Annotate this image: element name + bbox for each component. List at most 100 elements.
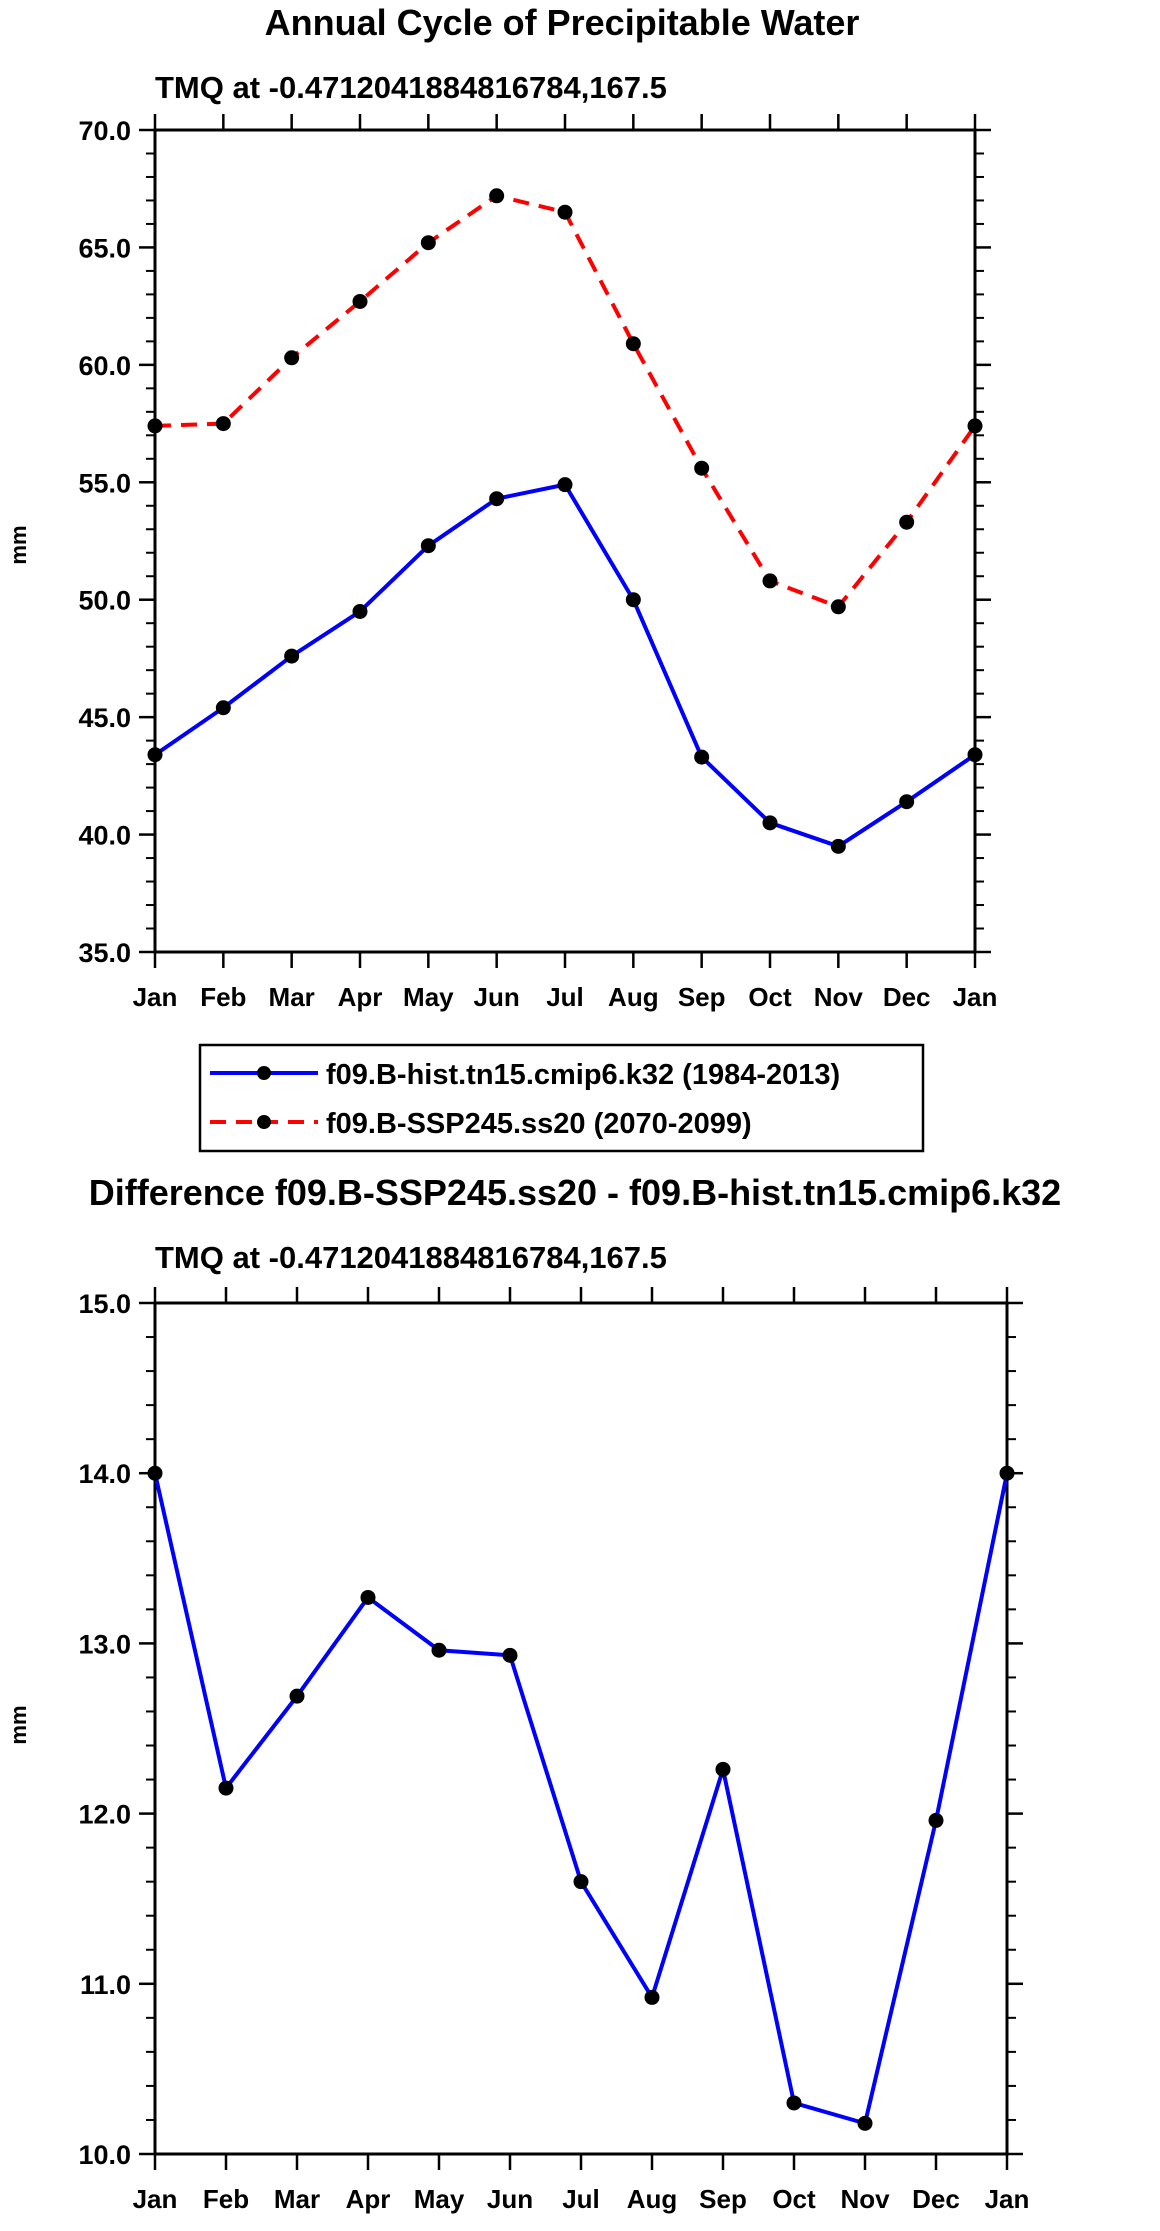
axis-ticks (139, 114, 991, 968)
x-tick-label: Feb (200, 982, 246, 1012)
y-tick-label: 15.0 (78, 1289, 131, 1319)
x-tick-label: Apr (338, 982, 383, 1012)
data-point (352, 603, 368, 619)
x-tick-label: Jan (985, 2184, 1030, 2214)
y-axis-label: mm (6, 1705, 31, 1744)
data-point (431, 1642, 447, 1658)
x-tick-label: Jun (487, 2184, 533, 2214)
data-point (899, 514, 915, 530)
legend-ssp-marker (257, 1115, 271, 1129)
data-point (147, 747, 163, 763)
x-tick-label: May (403, 982, 454, 1012)
data-point (625, 592, 641, 608)
data-point (489, 188, 505, 204)
x-tick-label: Mar (274, 2184, 320, 2214)
data-point (215, 416, 231, 432)
x-tick-label: Jul (562, 2184, 600, 2214)
data-point (830, 599, 846, 615)
x-tick-label: Feb (203, 2184, 249, 2214)
data-point (967, 418, 983, 434)
axis-ticks (139, 1287, 1023, 2170)
x-tick-label: Jan (953, 982, 998, 1012)
x-tick-labels: Jan Feb Mar Apr May Jun Jul Aug Sep Oct Nov Dec Jan (133, 982, 998, 1012)
y-tick-label: 60.0 (78, 351, 131, 381)
data-point (284, 648, 300, 664)
y-tick-label: 10.0 (78, 2140, 131, 2170)
data-point (715, 1761, 731, 1777)
x-tick-label: May (414, 2184, 465, 2214)
data-point (899, 794, 915, 810)
data-series (147, 188, 983, 854)
y-tick-label: 40.0 (78, 821, 131, 851)
plot-frame (153, 128, 977, 954)
difference-chart: Difference f09.B-SSP245.ss20 - f09.B-his… (6, 1172, 1061, 2214)
data-point (147, 418, 163, 434)
chart-title: Annual Cycle of Precipitable Water (265, 2, 860, 43)
data-point (557, 204, 573, 220)
x-tick-label: Jan (133, 982, 178, 1012)
legend-ssp-label: f09.B-SSP245.ss20 (2070-2099) (326, 1108, 752, 1140)
data-point (573, 1874, 589, 1890)
data-point (289, 1688, 305, 1704)
data-point (694, 460, 710, 476)
data-point (857, 2115, 873, 2131)
data-point (147, 1465, 163, 1481)
data-point (420, 235, 436, 251)
legend-hist-label: f09.B-hist.tn15.cmip6.k32 (1984-2013) (326, 1059, 840, 1091)
data-point (360, 1589, 376, 1605)
data-point (489, 491, 505, 507)
data-point (502, 1647, 518, 1663)
y-tick-label: 12.0 (78, 1800, 131, 1830)
plot-frame (153, 1301, 1009, 2156)
x-tick-label: Jan (133, 2184, 178, 2214)
data-point (420, 538, 436, 554)
chart-subtitle: TMQ at -0.4712041884816784,167.5 (155, 1240, 667, 1275)
y-tick-label: 13.0 (78, 1629, 131, 1659)
x-tick-label: Apr (346, 2184, 391, 2214)
data-point (284, 350, 300, 366)
data-point (644, 1989, 660, 2005)
y-tick-label: 14.0 (78, 1459, 131, 1489)
data-point (218, 1780, 234, 1796)
x-tick-label: Nov (814, 982, 864, 1012)
data-point (999, 1465, 1015, 1481)
data-point (928, 1812, 944, 1828)
data-point (352, 293, 368, 309)
y-axis-label: mm (6, 525, 31, 564)
x-tick-label: Dec (883, 982, 931, 1012)
x-tick-label: Aug (608, 982, 659, 1012)
x-tick-label: Sep (699, 2184, 747, 2214)
x-tick-label: Mar (269, 982, 315, 1012)
data-point (557, 477, 573, 493)
legend: f09.B-hist.tn15.cmip6.k32 (1984-2013) f0… (198, 1043, 925, 1153)
y-tick-label: 70.0 (78, 116, 131, 146)
x-tick-labels: Jan Feb Mar Apr May Jun Jul Aug Sep Oct Nov Dec Jan (133, 2184, 1030, 2214)
series-line-0 (153, 1472, 1009, 2126)
series-line-0 (153, 482, 977, 849)
legend-box (198, 1043, 925, 1153)
y-tick-label: 35.0 (78, 938, 131, 968)
x-tick-label: Sep (678, 982, 726, 1012)
y-tick-label: 45.0 (78, 703, 131, 733)
y-tick-labels: 10.0 11.0 12.0 13.0 14.0 15.0 (78, 1289, 131, 2170)
data-point (830, 838, 846, 854)
x-tick-label: Dec (912, 2184, 960, 2214)
data-point (625, 336, 641, 352)
data-point (786, 2095, 802, 2111)
data-point (215, 700, 231, 716)
data-series (147, 1465, 1015, 2131)
data-point (762, 573, 778, 589)
data-point (694, 749, 710, 765)
chart-title: Difference f09.B-SSP245.ss20 - f09.B-his… (89, 1172, 1061, 1213)
x-tick-label: Oct (772, 2184, 816, 2214)
x-tick-label: Aug (627, 2184, 678, 2214)
y-tick-labels: 35.0 40.0 45.0 50.0 55.0 60.0 65.0 70.0 (78, 116, 131, 968)
chart-subtitle: TMQ at -0.4712041884816784,167.5 (155, 70, 667, 105)
y-tick-label: 55.0 (78, 468, 131, 498)
y-tick-label: 50.0 (78, 586, 131, 616)
x-tick-label: Nov (840, 2184, 890, 2214)
x-tick-label: Jul (546, 982, 584, 1012)
data-point (762, 815, 778, 831)
x-tick-label: Jun (474, 982, 520, 1012)
